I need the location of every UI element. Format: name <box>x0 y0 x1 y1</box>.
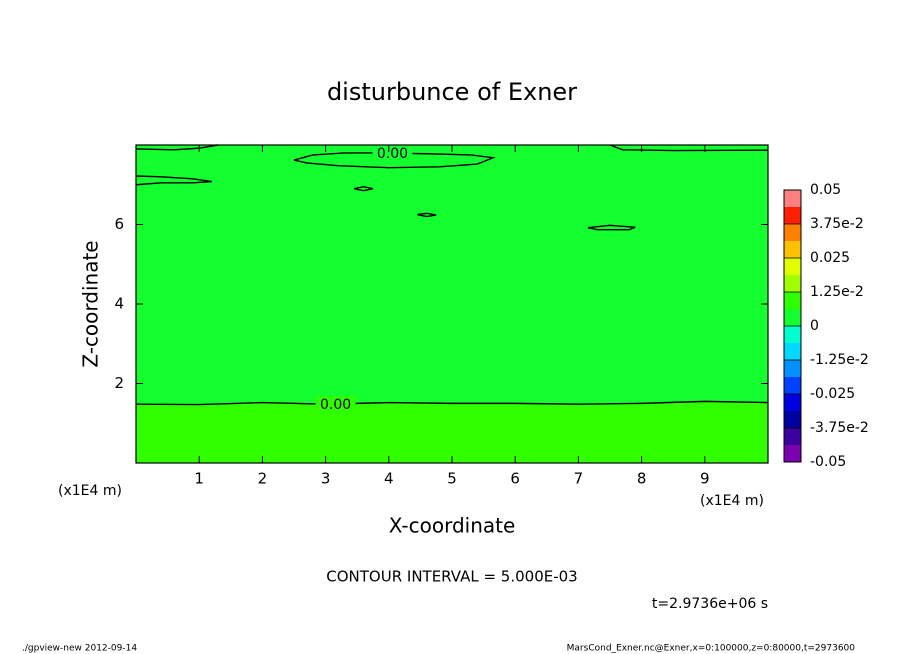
contour-label-gap <box>315 396 356 413</box>
y-tick-label: 2 <box>114 374 124 392</box>
footer-right: MarsCond_Exner.nc@Exner,x=0:100000,z=0:8… <box>567 644 856 654</box>
colorbar-tick-label: 3.75e-2 <box>810 216 864 232</box>
colorbar-segment <box>784 428 801 445</box>
time-label: t=2.9736e+06 s <box>652 596 768 612</box>
colorbar-tick-label: -0.025 <box>810 386 855 402</box>
x-axis-label: X-coordinate <box>389 514 516 538</box>
x-tick-label: 8 <box>637 470 647 488</box>
colorbar-segment <box>784 309 801 326</box>
colorbar-segment <box>784 326 801 343</box>
y-axis-label: Z-coordinate <box>79 240 103 367</box>
colorbar-segment <box>784 343 801 360</box>
colorbar-tick-label: 0.025 <box>810 250 850 266</box>
x-tick-label: 3 <box>321 470 331 488</box>
contour-line <box>135 400 769 406</box>
colorbar-tick-label: -1.25e-2 <box>810 352 869 368</box>
colorbar-segment <box>784 190 801 207</box>
x-tick-label: 2 <box>258 470 268 488</box>
colorbar-segment <box>784 241 801 258</box>
colorbar-segment <box>784 292 801 309</box>
contour-label: 0.00 <box>377 146 408 162</box>
colorbar-segment <box>784 445 801 462</box>
y-tick-label: 6 <box>114 215 124 233</box>
colorbar-segment <box>784 377 801 394</box>
contour-line <box>609 144 769 152</box>
contour-line <box>587 224 636 231</box>
chart-title: disturbunce of Exner <box>327 78 577 106</box>
x-tick-label: 9 <box>700 470 710 488</box>
colorbar-segment <box>784 394 801 411</box>
x-unit-label: (x1E4 m) <box>58 483 122 499</box>
contour-line <box>353 186 374 192</box>
x-tick-label: 5 <box>447 470 457 488</box>
contour-label: 0.00 <box>320 397 351 413</box>
colorbar-segment <box>784 207 801 224</box>
colorbar-segment <box>784 360 801 377</box>
colorbar-tick-label: 1.25e-2 <box>810 284 864 300</box>
colorbar-segment <box>784 275 801 292</box>
colorbar-tick-label: -3.75e-2 <box>810 420 869 436</box>
colorbar-tick-label: 0 <box>810 318 819 334</box>
colorbar-tick-label: -0.05 <box>810 454 846 470</box>
colorbar-segment <box>784 258 801 275</box>
colorbar-segment <box>784 411 801 428</box>
contour-line <box>417 212 437 218</box>
contour-line <box>293 152 496 169</box>
contour-line <box>135 144 219 151</box>
x-tick-label: 4 <box>384 470 394 488</box>
colorbar-tick-label: 0.05 <box>810 182 841 198</box>
x-tick-label: 6 <box>510 470 520 488</box>
contour-line <box>135 175 212 186</box>
contour-note: CONTOUR INTERVAL = 5.000E-03 <box>326 568 577 586</box>
y-tick-label: 4 <box>114 295 124 313</box>
contour-fill <box>136 401 768 463</box>
x-tick-label: 7 <box>574 470 584 488</box>
colorbar-segment <box>784 224 801 241</box>
footer-left: ./gpview-new 2012-09-14 <box>22 644 137 654</box>
x-unit-label: (x1E4 m) <box>700 493 764 509</box>
x-tick-label: 1 <box>194 470 204 488</box>
contour-label-gap <box>372 144 413 161</box>
